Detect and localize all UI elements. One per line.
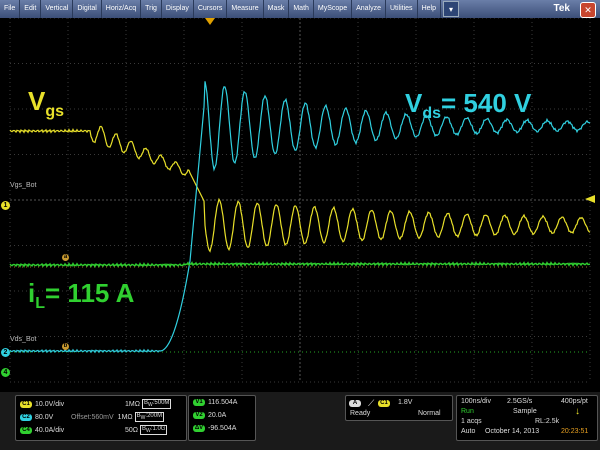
acquisition-panel[interactable]: 100ns/div 2.5GS/s 400ps/pt Run Sample ↓ … — [456, 395, 598, 441]
trigger-mode: Normal — [418, 410, 441, 417]
bandwidth-icon: BW:200M — [134, 412, 165, 423]
close-icon[interactable]: ✕ — [580, 2, 596, 18]
pts-per-point: 400ps/pt — [561, 398, 588, 405]
channel-scale: 40.0A/div — [35, 426, 65, 434]
channel-settings-panel[interactable]: C1 10.0V/div 1MΩ BW:500M C2 80.0V Offset:560mV… — [15, 395, 187, 441]
menu-trig[interactable]: Trig — [141, 0, 162, 18]
date: October 14, 2013 — [485, 428, 540, 435]
menu-bar: File Edit Vertical Digital Horiz/Acq Trig Disp… — [0, 0, 600, 18]
ref-a-marker[interactable]: a — [62, 254, 69, 261]
menu-edit[interactable]: Edit — [20, 0, 42, 18]
menu-help[interactable]: Help — [418, 0, 441, 18]
sample-rate: 2.5GS/s — [507, 398, 533, 405]
cursor-readout-row: ΔV -96.504A — [193, 425, 237, 432]
channel-chip: C4 — [20, 426, 32, 434]
channel-impedance: 1MΩ — [117, 413, 133, 421]
acq-mode: Sample — [513, 408, 537, 415]
vgs-label: Vgs — [28, 86, 65, 121]
cursor-readout-panel[interactable]: V1 116.504A V2 20.0A ΔV -96.504A — [188, 395, 256, 441]
single-arrow-icon: ↓ — [575, 406, 580, 417]
channel-row[interactable]: C2 80.0V Offset:560mV 1MΩ BW:200M — [20, 412, 165, 423]
menu-mask[interactable]: Mask — [264, 0, 290, 18]
auto-label: Auto — [461, 428, 476, 435]
ch2-marker[interactable]: 2 — [1, 348, 10, 357]
channel-row[interactable]: C1 10.0V/div 1MΩ BW:500M — [20, 399, 172, 410]
ch1-waveform — [9, 125, 591, 253]
menu-vertical[interactable]: Vertical — [41, 0, 74, 18]
record-length: RL:2.5k — [535, 418, 560, 425]
menu-horiz-acq[interactable]: Horiz/Acq — [102, 0, 142, 18]
channel-chip: C2 — [20, 413, 32, 421]
channel-row[interactable]: C4 40.0A/div 50Ω BW:1.0G — [20, 425, 168, 436]
menu-measure[interactable]: Measure — [227, 0, 264, 18]
menu-cursors[interactable]: Cursors — [194, 0, 228, 18]
brand-logo: Tek — [553, 3, 571, 14]
status-bar: C1 10.0V/div 1MΩ BW:500M C2 80.0V Offset:560mV… — [0, 392, 600, 450]
waveform-svg — [9, 17, 595, 383]
channel-impedance: 1MΩ — [125, 400, 140, 408]
menu-math[interactable]: Math — [289, 0, 314, 18]
ch4-marker[interactable]: 4 — [1, 368, 10, 377]
cursor-readout-row: V1 116.504A — [193, 399, 237, 406]
run-status: Run — [461, 408, 474, 415]
menu-digital[interactable]: Digital — [73, 0, 102, 18]
menu-display[interactable]: Display — [162, 0, 194, 18]
channel-chip: C1 — [20, 400, 32, 408]
cursor-readout-row: V2 20.0A — [193, 412, 226, 419]
trigger-position-icon[interactable] — [205, 18, 215, 25]
ch1-name-label: Vgs_Bot — [10, 182, 37, 189]
ch4-waveform — [9, 260, 591, 269]
trigger-state: Ready — [350, 410, 371, 417]
menu-file[interactable]: File — [0, 0, 21, 18]
il-label: iL= 115 A — [28, 278, 135, 313]
ch2-name-label: Vds_Bot — [10, 336, 37, 343]
menu-dropdown-icon[interactable]: ▾ — [442, 1, 459, 17]
time: 20:23:51 — [561, 428, 589, 435]
trigger-level-icon[interactable] — [585, 195, 595, 203]
waveform-display[interactable]: Vgs Vds= 540 V iL= 115 A Vgs_Bot Vds_Bot… — [0, 17, 600, 392]
acq-count: 1 acqs — [461, 418, 482, 425]
menu-analyze[interactable]: Analyze — [352, 0, 386, 18]
graticule — [9, 17, 591, 383]
menu-myscope[interactable]: MyScope — [314, 0, 353, 18]
ch1-marker[interactable]: 1 — [1, 201, 10, 210]
channel-scale: 10.0V/div — [35, 400, 65, 408]
bandwidth-icon: BW:500M — [141, 399, 172, 410]
trigger-icon: A — [349, 399, 364, 407]
channel-impedance: 50Ω — [125, 426, 139, 434]
bandwidth-icon: BW:1.0G — [140, 425, 168, 436]
edge-icon: ⟋ — [368, 398, 375, 408]
channel-scale: 80.0V — [35, 413, 54, 421]
ref-b-marker[interactable]: b — [62, 343, 69, 350]
vds-label: Vds= 540 V — [405, 88, 532, 123]
channel-offset: Offset:560mV — [71, 413, 114, 421]
trigger-level: 1.8V — [398, 399, 413, 406]
timebase: 100ns/div — [461, 398, 491, 405]
menu-utilities[interactable]: Utilities — [386, 0, 418, 18]
ch2-waveform — [9, 81, 591, 354]
trigger-panel[interactable]: A ⟋ C1 1.8V Ready Normal — [345, 395, 453, 421]
